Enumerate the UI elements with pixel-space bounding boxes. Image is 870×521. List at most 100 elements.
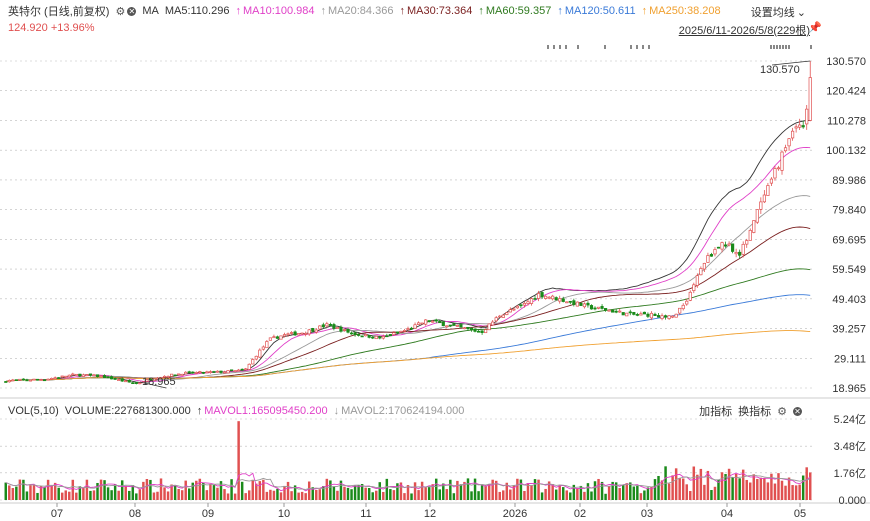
x-tick-label: 03 [641, 508, 653, 520]
volume-bar [756, 479, 759, 500]
volume-bar [473, 478, 477, 500]
volume-bar [375, 490, 378, 500]
volume-bar [801, 475, 805, 500]
volume-bar [696, 474, 699, 500]
volume-bar [32, 485, 36, 500]
candle [145, 379, 149, 382]
candle [14, 379, 18, 382]
candle [18, 378, 22, 381]
volume-bar [449, 479, 452, 500]
candle [688, 291, 692, 301]
gear-icon[interactable]: ⚙ [777, 405, 787, 418]
candle [480, 330, 484, 333]
candle [455, 325, 459, 327]
volume-bar [159, 478, 163, 500]
volume-bar [456, 480, 459, 500]
candle [723, 244, 728, 247]
candle [297, 333, 301, 336]
volume-bar [579, 485, 583, 500]
volume-bar [244, 493, 247, 500]
close-icon[interactable]: ✕ [127, 6, 137, 16]
volume-bar [766, 482, 770, 500]
volume-bar [350, 489, 353, 500]
volume-bar [445, 489, 449, 500]
candle [448, 324, 452, 327]
volume-bar [99, 479, 103, 500]
candle [720, 242, 724, 250]
candle [695, 275, 699, 286]
candle [244, 368, 248, 371]
volume-bar [565, 490, 569, 500]
candle [46, 378, 50, 381]
close-icon[interactable]: ✕ [793, 406, 802, 416]
candle [466, 326, 470, 330]
candle [152, 378, 156, 381]
candle [473, 328, 477, 332]
candle [357, 334, 361, 336]
volume-bar [494, 480, 498, 500]
up-arrow-icon: ↑ [478, 5, 484, 17]
volume-bar [487, 483, 491, 500]
candle [759, 201, 763, 210]
volume-bar [205, 490, 209, 500]
candle [240, 368, 244, 371]
volume-bar [357, 484, 360, 500]
volume-bar [537, 479, 540, 500]
candle [685, 300, 689, 305]
volume-bar [424, 487, 427, 500]
ma-item: MA120:50.611 [564, 5, 636, 17]
candle [586, 302, 590, 306]
y-tick-label: 89.986 [832, 175, 866, 187]
volume-bar [706, 470, 710, 500]
volume-bar [191, 482, 195, 500]
volume-bar [11, 488, 15, 500]
candle [508, 309, 512, 313]
volume-bar [713, 486, 717, 500]
candle [311, 328, 315, 332]
candle [438, 320, 442, 324]
volume-bar [621, 484, 625, 500]
volume-bar [300, 491, 304, 500]
gear-icon[interactable]: ⚙ [115, 5, 126, 18]
volume-bar [378, 482, 382, 500]
volume-bar [798, 484, 801, 500]
candle [289, 332, 294, 334]
pin-icon[interactable]: 📌 [808, 22, 822, 34]
date-range[interactable]: 2025/6/11-2026/5/8(229根) [678, 25, 810, 37]
candle [731, 243, 735, 252]
candle [773, 168, 777, 179]
volume-bar [396, 483, 399, 500]
volume-bar [544, 488, 547, 500]
x-tick-label: 04 [721, 508, 733, 520]
add-indicator-button[interactable]: 加指标 [699, 406, 733, 418]
volume-bar [590, 491, 593, 500]
candle [4, 381, 8, 383]
candle [441, 321, 445, 327]
candle [452, 323, 456, 326]
candle [127, 379, 131, 383]
volume-bar [82, 488, 85, 500]
candle [536, 293, 541, 299]
candle [88, 373, 93, 376]
candle [201, 371, 205, 374]
volume-bar [745, 479, 748, 500]
volume-bar [593, 481, 597, 500]
volume-bar [39, 485, 43, 500]
candle [417, 322, 421, 325]
volume-bar [625, 483, 628, 500]
switch-indicator-button[interactable]: 换指标 [738, 406, 772, 418]
y-tick-label: 120.424 [826, 86, 866, 98]
settings-ma-button[interactable]: 设置均线 ⌄ [751, 4, 806, 20]
candle [505, 312, 509, 315]
volume-bar [604, 493, 607, 500]
low-pointer [139, 381, 167, 389]
candle [222, 371, 227, 374]
candle [766, 185, 770, 196]
volume-bar [329, 480, 332, 500]
candle [649, 312, 654, 319]
volume-bar [60, 492, 64, 500]
candle [491, 321, 495, 326]
volume-bar [177, 488, 180, 500]
candle [254, 355, 258, 360]
